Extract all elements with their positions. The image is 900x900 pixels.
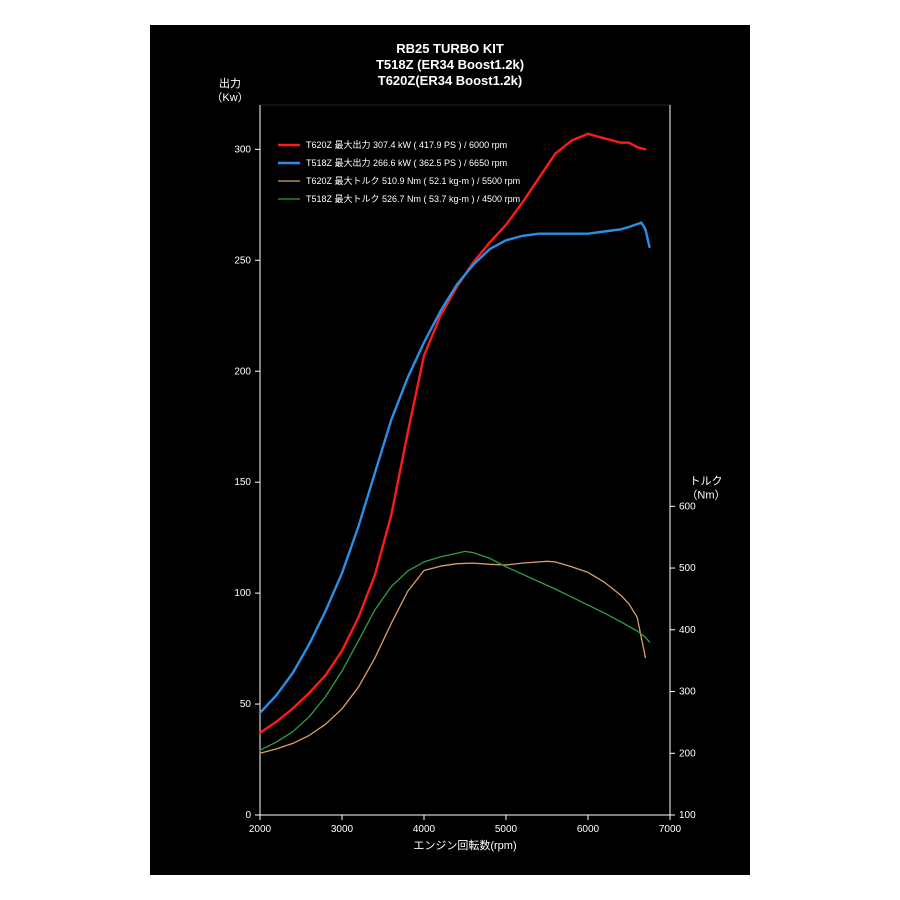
y-left-label: 出力 bbox=[219, 76, 241, 90]
y-left-tick-label: 150 bbox=[234, 477, 251, 488]
legend-label: T620Z 最大出力 307.4 kW ( 417.9 PS ) / 6000 … bbox=[306, 139, 507, 150]
x-tick-label: 3000 bbox=[331, 824, 354, 835]
chart-title-line: T518Z (ER34 Boost1.2k) bbox=[376, 57, 524, 72]
y-left-tick-label: 300 bbox=[234, 144, 251, 155]
x-tick-label: 6000 bbox=[577, 824, 600, 835]
y-left-tick-label: 100 bbox=[234, 588, 251, 599]
legend-label: T518Z 最大トルク 526.7 Nm ( 53.7 kg-m ) / 450… bbox=[306, 193, 520, 204]
y-left-tick-label: 0 bbox=[245, 810, 251, 821]
y-right-tick-label: 200 bbox=[679, 748, 696, 759]
y-left-unit: （Kw） bbox=[211, 91, 248, 104]
x-tick-label: 7000 bbox=[659, 824, 682, 835]
x-tick-label: 2000 bbox=[249, 824, 272, 835]
x-tick-label: 4000 bbox=[413, 824, 436, 835]
y-left-tick-label: 200 bbox=[234, 366, 251, 377]
legend-label: T518Z 最大出力 266.6 kW ( 362.5 PS ) / 6650 … bbox=[306, 157, 507, 168]
y-right-tick-label: 400 bbox=[679, 625, 696, 636]
y-right-unit: （Nm） bbox=[686, 488, 725, 501]
dyno-chart-container: RB25 TURBO KITT518Z (ER34 Boost1.2k)T620… bbox=[150, 25, 750, 875]
y-right-tick-label: 100 bbox=[679, 810, 696, 821]
y-right-label: トルク bbox=[690, 474, 723, 487]
y-left-tick-label: 250 bbox=[234, 255, 251, 266]
x-tick-label: 5000 bbox=[495, 824, 518, 835]
x-axis-label: エンジン回転数(rpm) bbox=[413, 839, 516, 852]
y-left-tick-label: 50 bbox=[240, 699, 252, 710]
legend-label: T620Z 最大トルク 510.9 Nm ( 52.1 kg-m ) / 550… bbox=[306, 175, 520, 186]
y-right-tick-label: 500 bbox=[679, 563, 696, 574]
y-right-tick-label: 600 bbox=[679, 501, 696, 512]
y-right-tick-label: 300 bbox=[679, 687, 696, 698]
chart-title-line: RB25 TURBO KIT bbox=[396, 41, 504, 56]
chart-title-line: T620Z(ER34 Boost1.2k) bbox=[378, 73, 523, 88]
